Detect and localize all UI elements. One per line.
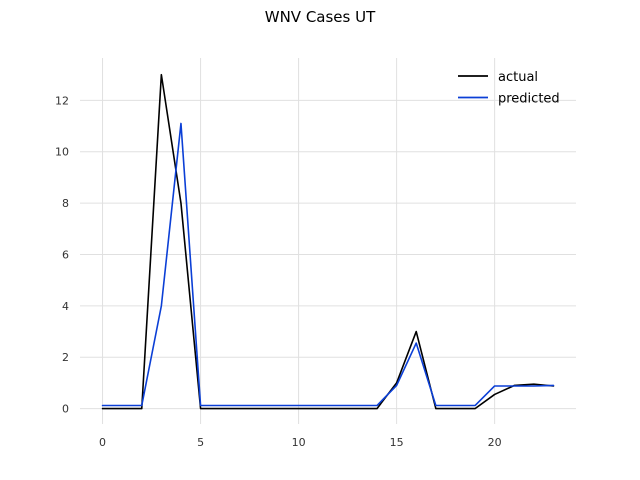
series-line-actual (101, 73, 555, 410)
legend-label-predicted: predicted (498, 92, 560, 107)
y-tick-label: 10 (55, 146, 69, 159)
x-tick-label: 20 (488, 436, 502, 449)
y-tick-label: 6 (62, 248, 69, 261)
y-tick-label: 4 (62, 300, 69, 313)
legend-label-actual: actual (498, 70, 538, 85)
grid (80, 58, 576, 424)
y-tick-label: 8 (62, 197, 69, 210)
y-tick-label: 12 (55, 94, 69, 107)
legend: actual predicted (458, 70, 560, 107)
x-tick-label: 15 (390, 436, 404, 449)
y-tick-label: 2 (62, 351, 69, 364)
series-line-predicted (101, 122, 555, 407)
chart-title: WNV Cases UT (264, 8, 376, 26)
tick-labels: 0 5 10 15 20 0 2 4 6 8 10 12 (55, 94, 502, 449)
x-tick-label: 10 (292, 436, 306, 449)
y-tick-label: 0 (62, 403, 69, 416)
series-lines (101, 73, 555, 410)
x-tick-label: 5 (197, 436, 204, 449)
x-tick-label: 0 (99, 436, 106, 449)
